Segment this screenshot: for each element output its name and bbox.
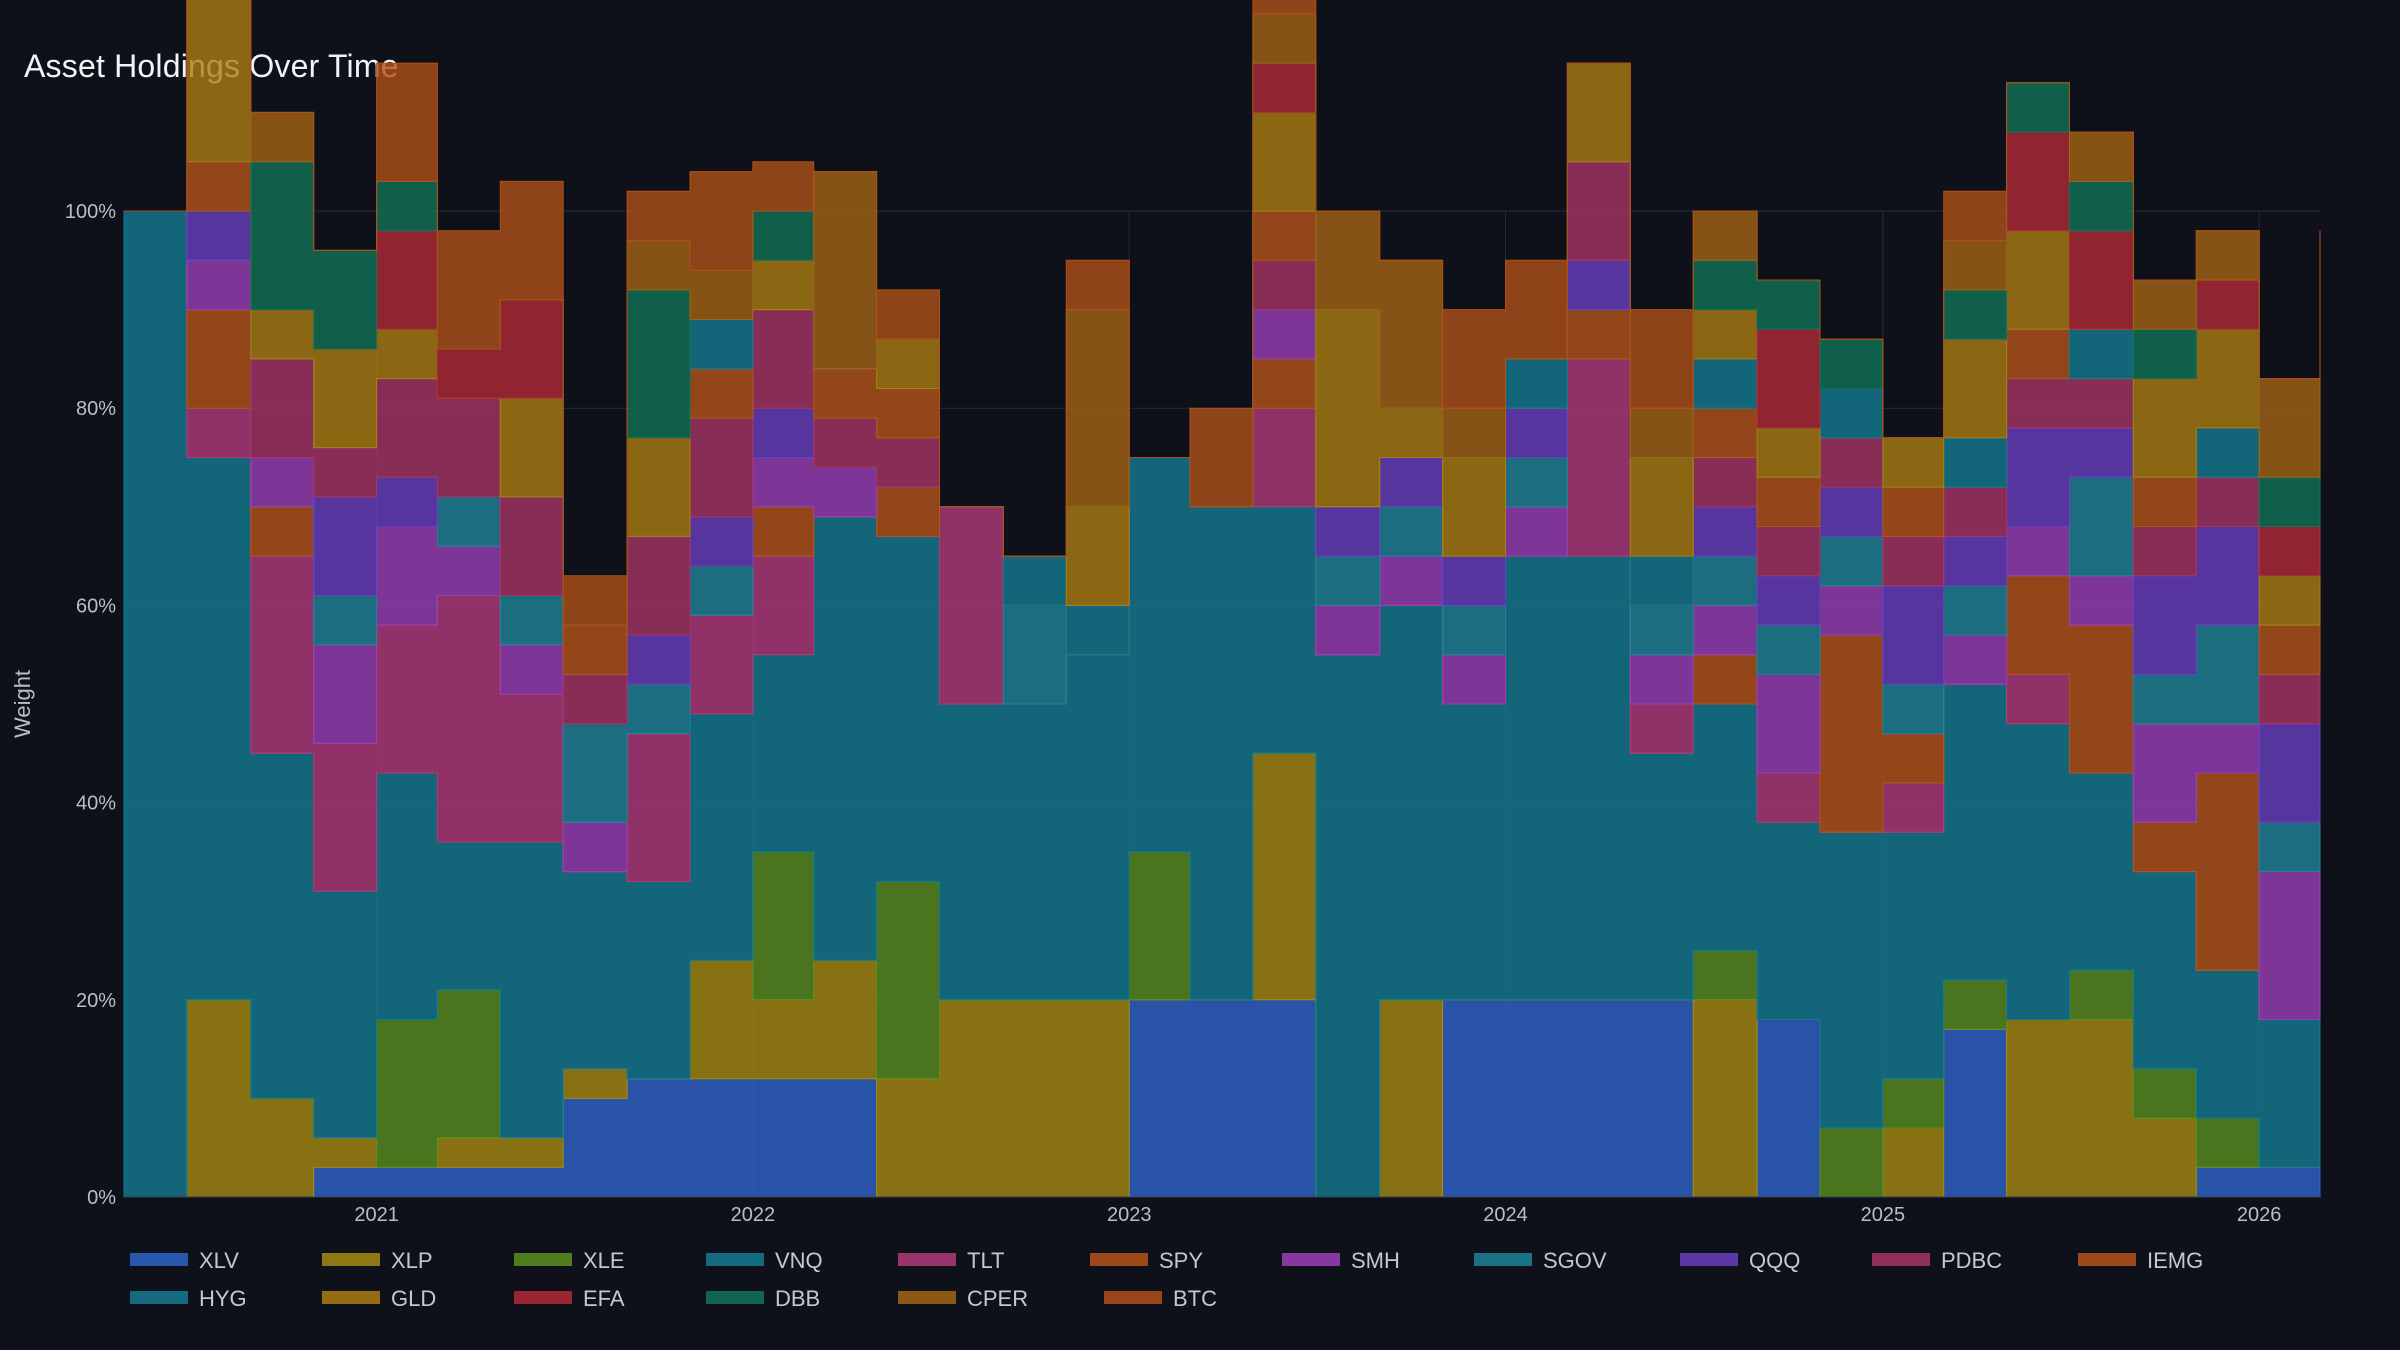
legend-swatch <box>1474 1253 1532 1266</box>
legend-swatch <box>1090 1253 1148 1266</box>
legend-label: SGOV <box>1543 1248 1607 1273</box>
legend-label: SPY <box>1159 1248 1203 1273</box>
legend-swatch <box>706 1291 764 1304</box>
legend-swatch <box>898 1291 956 1304</box>
axis-layer: 0% 20% 40% 60% 80% 100% 2021 2022 2023 2024 2025 20… <box>10 201 2320 1226</box>
y-tick-label: 100% <box>65 201 116 223</box>
legend-label: QQQ <box>1749 1248 1800 1273</box>
y-tick-label: 80% <box>76 398 116 420</box>
legend-swatch <box>1282 1253 1340 1266</box>
legend-item-pdbc: PDBC <box>1872 1248 2002 1273</box>
x-tick-label: 2022 <box>731 1204 776 1226</box>
legend-item-xlv: XLV <box>130 1248 239 1273</box>
legend-label: XLE <box>583 1248 625 1273</box>
legend-label: EFA <box>583 1286 625 1311</box>
legend-label: DBB <box>775 1286 820 1311</box>
area-layer <box>123 0 2321 1198</box>
y-tick-label: 60% <box>76 595 116 617</box>
x-tick-label: 2024 <box>1483 1204 1528 1226</box>
legend-item-efa: EFA <box>514 1286 625 1311</box>
legend-item-qqq: QQQ <box>1680 1248 1800 1273</box>
legend-item-hyg: HYG <box>130 1286 247 1311</box>
legend-item-dbb: DBB <box>706 1286 820 1311</box>
legend-label: CPER <box>967 1286 1028 1311</box>
legend-swatch <box>514 1253 572 1266</box>
legend-label: XLP <box>391 1248 433 1273</box>
legend-swatch <box>1104 1291 1162 1304</box>
legend-item-iemg: IEMG <box>2078 1248 2203 1273</box>
legend-item-gld: GLD <box>322 1286 436 1311</box>
legend-item-spy: SPY <box>1090 1248 1203 1273</box>
y-axis-title: Weight <box>10 670 35 738</box>
legend-label: IEMG <box>2147 1248 2203 1273</box>
y-tick-label: 20% <box>76 990 116 1012</box>
legend-swatch <box>706 1253 764 1266</box>
x-tick-label: 2026 <box>2237 1204 2282 1226</box>
legend-label: SMH <box>1351 1248 1400 1273</box>
legend-item-sgov: SGOV <box>1474 1248 1607 1273</box>
legend-item-xlp: XLP <box>322 1248 433 1273</box>
legend-item-smh: SMH <box>1282 1248 1400 1273</box>
legend-item-xle: XLE <box>514 1248 625 1273</box>
x-tick-label: 2021 <box>354 1204 399 1226</box>
legend-item-cper: CPER <box>898 1286 1028 1311</box>
legend-swatch <box>1872 1253 1930 1266</box>
x-tick-label: 2023 <box>1107 1204 1152 1226</box>
legend: XLV XLP XLE VNQ TLT SPY SMH SGOV QQQ PDBC IEMG HYG G… <box>130 1248 2203 1311</box>
legend-swatch <box>1680 1253 1738 1266</box>
legend-swatch <box>130 1291 188 1304</box>
legend-label: VNQ <box>775 1248 823 1273</box>
legend-label: HYG <box>199 1286 247 1311</box>
legend-item-vnq: VNQ <box>706 1248 823 1273</box>
legend-label: PDBC <box>1941 1248 2002 1273</box>
legend-label: TLT <box>967 1248 1004 1273</box>
legend-swatch <box>898 1253 956 1266</box>
legend-label: XLV <box>199 1248 239 1273</box>
legend-item-tlt: TLT <box>898 1248 1004 1273</box>
legend-label: BTC <box>1173 1286 1217 1311</box>
x-tick-label: 2025 <box>1861 1204 1906 1226</box>
legend-swatch <box>322 1291 380 1304</box>
legend-swatch <box>2078 1253 2136 1266</box>
legend-label: GLD <box>391 1286 436 1311</box>
legend-swatch <box>322 1253 380 1266</box>
legend-item-btc: BTC <box>1104 1286 1217 1311</box>
y-tick-label: 40% <box>76 793 116 815</box>
y-tick-label: 0% <box>87 1187 116 1209</box>
area-btc <box>124 0 2321 626</box>
legend-swatch <box>514 1291 572 1304</box>
legend-swatch <box>130 1253 188 1266</box>
